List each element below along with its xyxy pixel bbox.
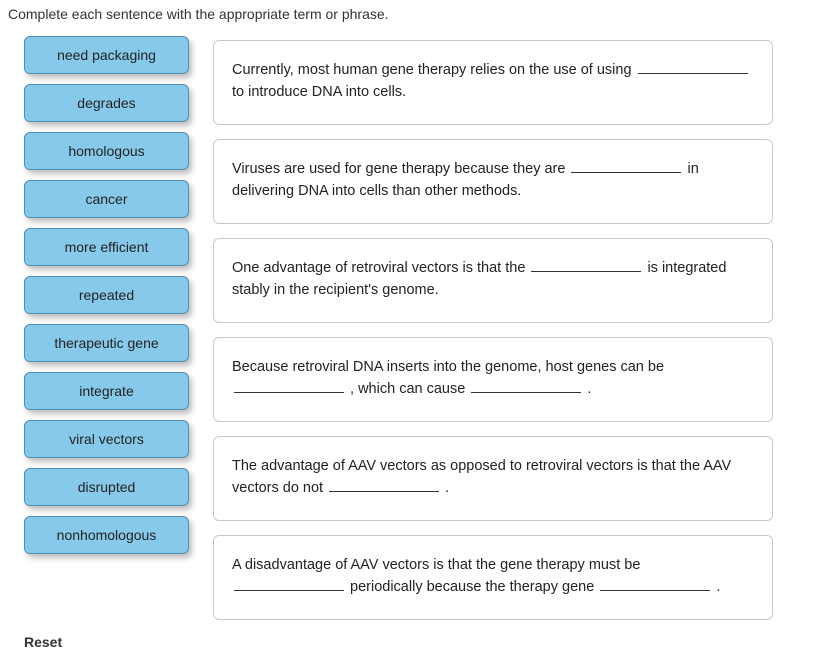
sentence-box[interactable]: Currently, most human gene therapy relie… (213, 40, 773, 125)
blank-drop-target[interactable] (531, 257, 641, 272)
term-chip[interactable]: therapeutic gene (24, 324, 189, 362)
exercise-area: need packaging degrades homologous cance… (4, 36, 812, 620)
sentence-text: Viruses are used for gene therapy becaus… (232, 161, 569, 177)
term-chip[interactable]: disrupted (24, 468, 189, 506)
terms-column: need packaging degrades homologous cance… (24, 36, 189, 620)
sentence-text: Because retroviral DNA inserts into the … (232, 359, 664, 375)
term-chip[interactable]: homologous (24, 132, 189, 170)
term-chip[interactable]: more efficient (24, 228, 189, 266)
sentence-box[interactable]: Viruses are used for gene therapy becaus… (213, 139, 773, 224)
term-chip[interactable]: nonhomologous (24, 516, 189, 554)
sentence-text: . (445, 480, 449, 496)
term-chip[interactable]: degrades (24, 84, 189, 122)
sentence-box[interactable]: One advantage of retroviral vectors is t… (213, 238, 773, 323)
term-chip[interactable]: repeated (24, 276, 189, 314)
blank-drop-target[interactable] (329, 478, 439, 493)
term-chip[interactable]: cancer (24, 180, 189, 218)
sentences-column: Currently, most human gene therapy relie… (213, 36, 773, 620)
blank-drop-target[interactable] (234, 577, 344, 592)
sentence-text: periodically because the therapy gene (350, 579, 598, 595)
term-chip[interactable]: viral vectors (24, 420, 189, 458)
sentence-box[interactable]: The advantage of AAV vectors as opposed … (213, 436, 773, 521)
reset-button[interactable]: Reset (24, 634, 62, 650)
sentence-text: . (587, 381, 591, 397)
blank-drop-target[interactable] (638, 60, 748, 75)
instruction-text: Complete each sentence with the appropri… (8, 6, 812, 22)
sentence-text: , which can cause (350, 381, 469, 397)
sentence-text: One advantage of retroviral vectors is t… (232, 260, 529, 276)
blank-drop-target[interactable] (600, 577, 710, 592)
sentence-text: . (716, 579, 720, 595)
sentence-text: The advantage of AAV vectors as opposed … (232, 458, 731, 496)
sentence-text: A disadvantage of AAV vectors is that th… (232, 557, 640, 573)
blank-drop-target[interactable] (471, 379, 581, 394)
sentence-text: Currently, most human gene therapy relie… (232, 62, 636, 78)
sentence-box[interactable]: A disadvantage of AAV vectors is that th… (213, 535, 773, 620)
term-chip[interactable]: need packaging (24, 36, 189, 74)
blank-drop-target[interactable] (234, 379, 344, 394)
blank-drop-target[interactable] (571, 158, 681, 173)
sentence-box[interactable]: Because retroviral DNA inserts into the … (213, 337, 773, 422)
term-chip[interactable]: integrate (24, 372, 189, 410)
sentence-text: to introduce DNA into cells. (232, 84, 406, 100)
